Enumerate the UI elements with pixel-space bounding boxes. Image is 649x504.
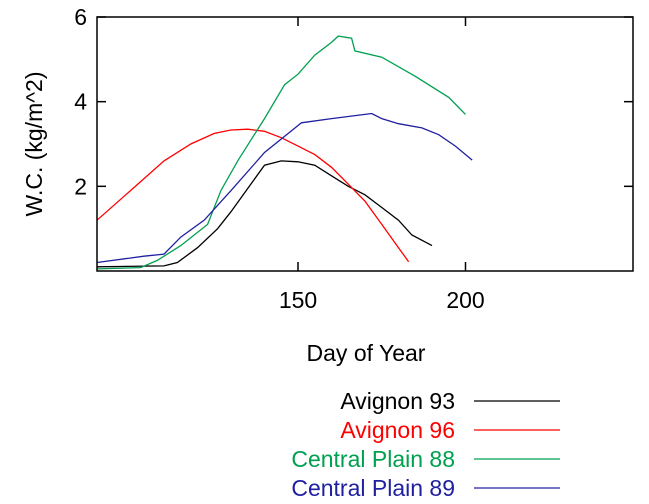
x-axis-title: Day of Year — [307, 340, 426, 366]
y-axis-title: W.C. (kg/m^2) — [21, 72, 47, 217]
legend-label: Avignon 96 — [340, 417, 455, 443]
series-line-4 — [96, 112, 473, 264]
y-tick-label: 2 — [74, 173, 87, 199]
series-line-1 — [96, 160, 433, 268]
series-line-3 — [96, 35, 466, 270]
x-tick-label: 150 — [279, 287, 317, 313]
axis-ticks: 150 200 2 4 6 — [74, 4, 633, 313]
x-tick-label: 200 — [446, 287, 484, 313]
legend: Avignon 93 Avignon 96 Central Plain 88 Cent… — [291, 388, 560, 501]
plot-frame — [96, 16, 634, 272]
y-tick-label: 6 — [74, 4, 87, 30]
legend-label: Central Plain 88 — [291, 446, 455, 472]
legend-label: Central Plain 89 — [291, 475, 455, 501]
series-line-2 — [96, 128, 410, 263]
y-tick-label: 4 — [74, 89, 87, 115]
legend-label: Avignon 93 — [340, 388, 455, 414]
plot-lines — [96, 35, 473, 270]
